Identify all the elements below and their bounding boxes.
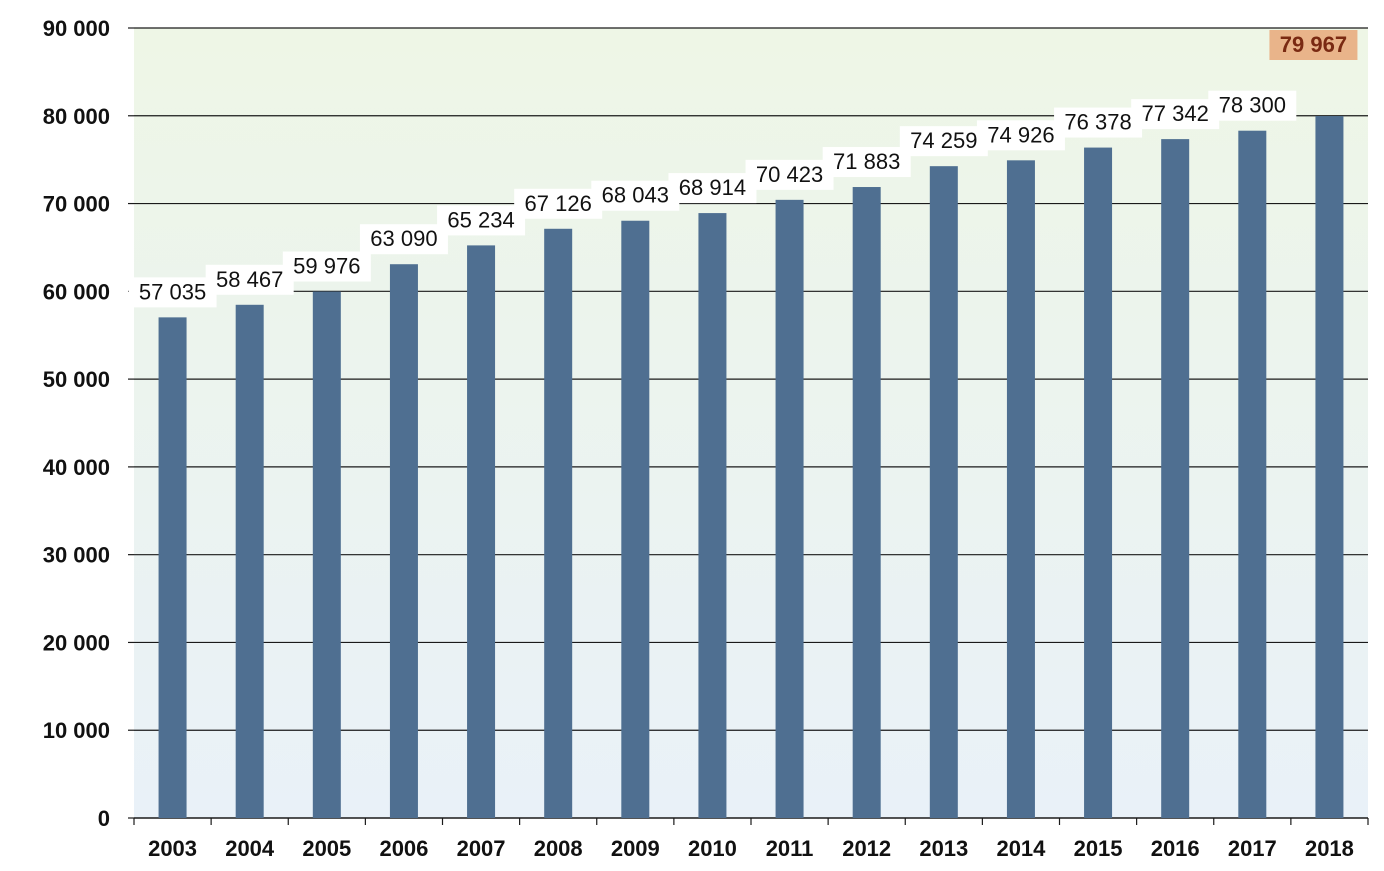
x-tick-label: 2018: [1305, 836, 1354, 861]
x-tick-label: 2010: [688, 836, 737, 861]
data-label-box: [1131, 99, 1220, 130]
data-label-box: [591, 180, 680, 211]
data-label-box: [514, 188, 603, 219]
y-tick-label: 80 000: [43, 104, 110, 129]
x-tick-label: 2017: [1228, 836, 1277, 861]
y-tick-label: 0: [98, 806, 110, 831]
x-tick-label: 2011: [766, 836, 814, 861]
y-tick-label: 90 000: [43, 16, 110, 41]
data-label-box: [128, 277, 217, 308]
y-tick-label: 60 000: [43, 279, 110, 304]
data-label: 71 883: [833, 149, 900, 174]
bar: [1084, 147, 1113, 818]
x-tick-label: 2003: [148, 836, 197, 861]
x-tick-label: 2008: [534, 836, 583, 861]
highlight-label-box: [1269, 30, 1358, 60]
data-label-box: [282, 251, 371, 282]
data-label-box: [205, 264, 294, 295]
bars: [158, 116, 1344, 819]
bar: [158, 317, 187, 818]
bar: [621, 220, 650, 819]
data-label-box: [437, 205, 526, 236]
bar: [1006, 160, 1035, 818]
y-tick-label: 50 000: [43, 367, 110, 392]
data-label: 77 342: [1142, 101, 1209, 126]
data-label: 74 259: [910, 128, 977, 153]
data-label: 63 090: [370, 226, 437, 251]
data-label: 74 926: [987, 122, 1054, 147]
data-label: 59 976: [293, 254, 360, 279]
bar: [1315, 116, 1344, 818]
data-label: 68 043: [602, 183, 669, 208]
y-tick-label: 70 000: [43, 192, 110, 217]
x-tick-label: 2006: [379, 836, 428, 861]
data-label-box: [976, 120, 1065, 151]
y-tick-label: 30 000: [43, 543, 110, 568]
x-tick-label: 2012: [842, 836, 891, 861]
data-labels: 57 035 58 467 59 976 63 090 65 234 67 126 68 0…: [128, 30, 1358, 308]
data-label: 78 300: [1219, 93, 1286, 118]
bar: [929, 166, 958, 818]
data-label-box: [822, 147, 911, 178]
data-label: 67 126: [525, 191, 592, 216]
data-label: 68 914: [679, 175, 746, 200]
bar: [775, 199, 804, 819]
x-tick-label: 2007: [457, 836, 506, 861]
data-label-box: [359, 224, 448, 255]
bar: [235, 304, 264, 818]
data-label: 79 967: [1280, 32, 1347, 57]
data-label-box: [668, 173, 757, 204]
bar: [698, 213, 727, 818]
data-label-box: [745, 159, 834, 190]
data-label: 70 423: [756, 162, 823, 187]
bar: [544, 228, 573, 818]
y-axis-ticks: 0 10 000 20 000 30 000 40 000 50 000 60 000 70 …: [43, 16, 110, 831]
x-tick-label: 2009: [611, 836, 660, 861]
x-tick-label: 2004: [225, 836, 275, 861]
data-label: 76 378: [1064, 110, 1131, 135]
x-tick-label: 2016: [1151, 836, 1200, 861]
bar: [1161, 139, 1190, 818]
data-label-box: [899, 126, 988, 157]
data-label: 57 035: [139, 279, 206, 304]
bar: [312, 291, 341, 818]
bar: [389, 264, 418, 819]
x-tick-label: 2013: [919, 836, 968, 861]
data-label-box: [1208, 90, 1297, 121]
bar: [1238, 130, 1267, 818]
x-axis-ticks: 2003 2004 2005 2006 2007 2008 2009 2010 2011 2012…: [133, 818, 1369, 861]
y-tick-label: 10 000: [43, 718, 110, 743]
bar: [852, 187, 881, 819]
data-label: 58 467: [216, 267, 283, 292]
y-tick-label: 20 000: [43, 630, 110, 655]
bar: [467, 245, 496, 818]
x-tick-label: 2005: [302, 836, 351, 861]
data-label-box: [1054, 107, 1143, 138]
data-label: 65 234: [447, 207, 514, 232]
y-tick-label: 40 000: [43, 455, 110, 480]
x-tick-label: 2015: [1074, 836, 1123, 861]
x-tick-label: 2014: [996, 836, 1046, 861]
